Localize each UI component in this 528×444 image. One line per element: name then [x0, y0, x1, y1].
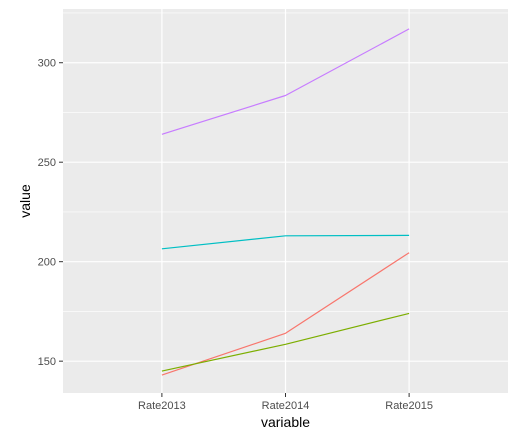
series-lines	[161, 28, 410, 376]
x-tick-label: Rate2015	[385, 400, 433, 412]
series-line-2	[161, 312, 410, 372]
y-axis-title: value	[17, 184, 33, 218]
x-axis-title: variable	[261, 414, 310, 430]
y-tick-label: 200	[38, 257, 56, 269]
x-tick-label: Rate2013	[138, 400, 186, 412]
y-axis: 150 200 250 300	[38, 58, 63, 368]
major-gridlines	[63, 9, 508, 393]
y-tick-label: 250	[38, 157, 56, 169]
series-line-4	[161, 28, 410, 135]
y-tick-label: 300	[38, 58, 56, 70]
x-tick-label: Rate2014	[262, 400, 310, 412]
x-axis: Rate2013 Rate2014 Rate2015	[138, 393, 433, 412]
series-line-1	[161, 252, 410, 376]
series-line-3	[161, 234, 410, 250]
y-tick-label: 150	[38, 356, 56, 368]
